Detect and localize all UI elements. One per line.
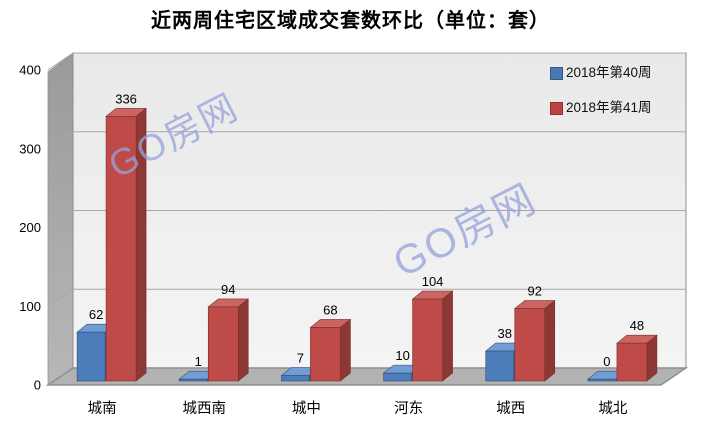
- data-label: 48: [630, 318, 644, 333]
- bar: [281, 375, 310, 382]
- data-label: 7: [297, 350, 304, 365]
- bar: [76, 331, 106, 382]
- data-label: 0: [603, 354, 610, 369]
- gridline-side: [47, 288, 74, 307]
- legend-label: 2018年第40周: [566, 65, 652, 80]
- bar-side: [340, 318, 351, 382]
- bar-side: [442, 290, 453, 382]
- bar-side: [544, 299, 556, 382]
- bar: [587, 378, 617, 382]
- gridline-side: [47, 210, 74, 228]
- gridline-side: [47, 52, 74, 71]
- data-label: 94: [221, 282, 235, 297]
- bar-side: [135, 107, 147, 382]
- x-axis-category-label: 城中: [292, 400, 321, 417]
- legend-swatch-series2-icon: [550, 101, 563, 115]
- y-axis-tick-label: 300: [19, 141, 41, 156]
- x-axis-category-label: 河东: [394, 400, 423, 417]
- data-label: 62: [89, 307, 103, 322]
- data-label: 92: [528, 284, 542, 299]
- bar: [310, 327, 341, 382]
- x-axis-category-label: 城南: [88, 400, 117, 417]
- x-axis-category-label: 城西南: [183, 400, 227, 417]
- bar: [207, 306, 239, 382]
- bar-side: [646, 334, 658, 382]
- bar: [485, 350, 515, 382]
- data-label: 10: [395, 348, 409, 363]
- bar: [178, 378, 208, 382]
- y-axis-tick-label: 0: [34, 378, 41, 393]
- legend-item: 2018年第40周: [550, 66, 652, 80]
- x-axis-category-label: 城北: [598, 400, 627, 417]
- bar: [383, 372, 412, 382]
- chart-legend: 2018年第40周 2018年第41周: [550, 66, 652, 136]
- legend-label: 2018年第41周: [566, 100, 652, 115]
- data-label: 104: [422, 274, 444, 289]
- data-label: 68: [323, 302, 337, 317]
- legend-item: 2018年第41周: [550, 101, 652, 115]
- chart-title: 近两周住宅区域成交套数环比（单位：套）: [151, 10, 550, 32]
- legend-swatch-series1-icon: [550, 66, 563, 80]
- data-label: 336: [115, 91, 137, 106]
- bar: [105, 116, 137, 382]
- x-axis-category-label: 城西: [496, 400, 525, 417]
- bar: [616, 342, 648, 382]
- data-label: 1: [195, 354, 202, 369]
- y-axis-tick-label: 200: [19, 220, 41, 235]
- gridline-side: [47, 131, 74, 150]
- bar: [412, 298, 443, 382]
- y-axis-tick-label: 400: [19, 63, 41, 78]
- bar-side: [237, 298, 249, 382]
- bar: [514, 308, 546, 382]
- y-axis-tick-label: 100: [19, 299, 41, 314]
- data-label: 38: [498, 326, 512, 341]
